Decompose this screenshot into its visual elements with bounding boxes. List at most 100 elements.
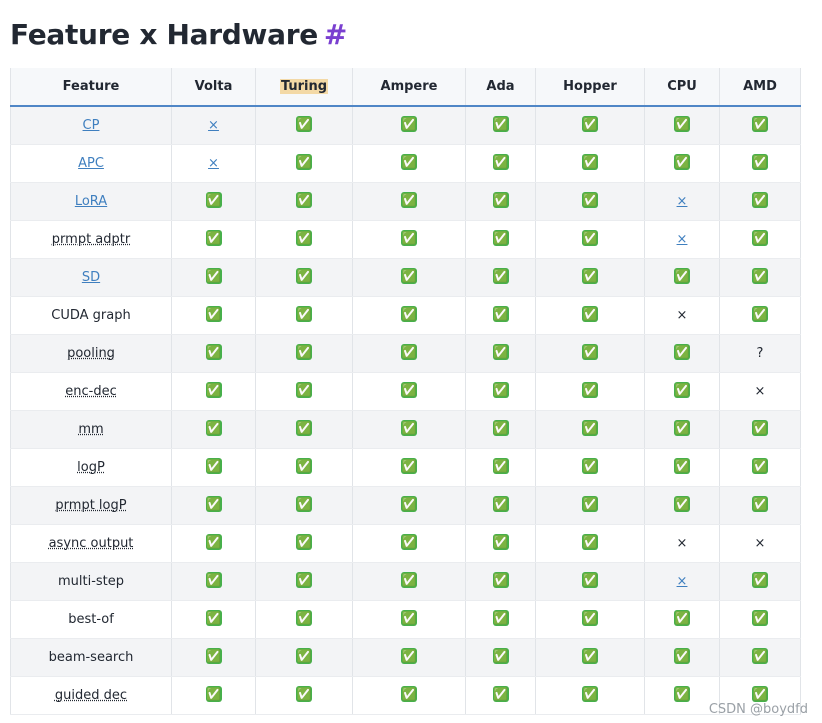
table-cell: ✅: [644, 106, 720, 145]
check-icon: ✅: [492, 609, 509, 626]
table-cell: ✅: [352, 144, 466, 183]
check-icon: ✅: [401, 343, 417, 360]
table-cell: ✅: [171, 334, 256, 373]
table-cell: ✅: [535, 448, 645, 487]
cell-text: prmpt logP: [55, 498, 127, 513]
check-icon: ✅: [492, 571, 509, 588]
check-icon: ✅: [582, 495, 598, 512]
table-cell: ✅: [465, 334, 536, 373]
cell-link[interactable]: LoRA: [74, 194, 108, 209]
header-text: AMD: [743, 79, 777, 94]
table-cell: ×: [171, 144, 256, 183]
cell-link[interactable]: CP: [82, 118, 100, 133]
check-icon: ✅: [582, 305, 598, 322]
table-cell: ✅: [535, 258, 645, 297]
table-cell: ✅: [171, 448, 256, 487]
table-cell: ✅: [352, 562, 466, 601]
check-icon: ✅: [492, 533, 509, 550]
cell-link[interactable]: ×: [676, 574, 688, 589]
check-icon: ✅: [752, 191, 768, 208]
table-cell: ✅: [255, 524, 353, 563]
cell-link[interactable]: SD: [81, 270, 101, 285]
table-row: enc-dec ✅ ✅ ✅ ✅ ✅ ✅ ×: [10, 372, 801, 411]
table-cell: APC: [10, 144, 172, 183]
check-icon: ✅: [752, 229, 768, 246]
table-cell: CP: [10, 106, 172, 145]
column-header: Volta: [171, 68, 256, 107]
table-cell: ✅: [719, 258, 801, 297]
table-cell: ✅: [352, 106, 466, 145]
cell-link[interactable]: ×: [676, 232, 688, 247]
table-cell: ✅: [535, 562, 645, 601]
table-cell: ?: [719, 334, 801, 373]
table-cell: ✅: [644, 410, 720, 449]
column-header: CPU: [644, 68, 720, 107]
table-cell: ✅: [719, 144, 801, 183]
title-text: Feature x Hardware: [10, 18, 318, 51]
check-icon: ✅: [752, 419, 768, 436]
table-cell: ✅: [465, 562, 536, 601]
cell-link[interactable]: ×: [208, 156, 219, 171]
table-cell: ✅: [255, 296, 353, 335]
check-icon: ✅: [752, 609, 768, 626]
table-cell: ✅: [255, 562, 353, 601]
check-icon: ✅: [401, 419, 417, 436]
table-cell: ✅: [171, 486, 256, 525]
table-cell: ✅: [255, 600, 353, 639]
column-header: Turing: [255, 68, 353, 107]
cell-text: ×: [754, 384, 766, 399]
table-cell: ✅: [171, 220, 256, 259]
check-icon: ✅: [296, 533, 312, 550]
check-icon: ✅: [752, 495, 768, 512]
table-cell: enc-dec: [10, 372, 172, 411]
check-icon: ✅: [205, 381, 222, 398]
table-row: APC × ✅ ✅ ✅ ✅ ✅ ✅: [10, 144, 801, 183]
table-row: CUDA graph ✅ ✅ ✅ ✅ ✅ × ✅: [10, 296, 801, 335]
table-cell: ✅: [644, 600, 720, 639]
table-cell: ✅: [352, 220, 466, 259]
check-icon: ✅: [296, 457, 312, 474]
check-icon: ✅: [752, 647, 768, 664]
table-cell: ✅: [465, 372, 536, 411]
table-cell: CUDA graph: [10, 296, 172, 335]
table-cell: ✅: [535, 410, 645, 449]
column-header: Ampere: [352, 68, 466, 107]
check-icon: ✅: [492, 343, 509, 360]
cell-link[interactable]: APC: [78, 156, 104, 171]
table-cell: ✅: [719, 182, 801, 221]
table-cell: ✅: [171, 676, 256, 715]
check-icon: ✅: [296, 153, 312, 170]
table-cell: ✅: [465, 486, 536, 525]
table-cell: ✅: [255, 638, 353, 677]
table-cell: mm: [10, 410, 172, 449]
table-cell: ×: [719, 372, 801, 411]
cell-link[interactable]: ×: [676, 194, 688, 209]
table-cell: ✅: [465, 638, 536, 677]
table-cell: ✅: [352, 676, 466, 715]
cell-link[interactable]: ×: [208, 118, 219, 133]
table-cell: ✅: [255, 486, 353, 525]
table-cell: ✅: [255, 372, 353, 411]
table-cell: ✅: [255, 334, 353, 373]
check-icon: ✅: [492, 305, 509, 322]
table-cell: ✅: [644, 258, 720, 297]
anchor-link[interactable]: #: [323, 18, 348, 51]
table-cell: ✅: [171, 562, 256, 601]
table-cell: SD: [10, 258, 172, 297]
table-cell: ✅: [644, 638, 720, 677]
table-cell: ✅: [535, 676, 645, 715]
table-cell: ✅: [719, 600, 801, 639]
table-cell: ×: [644, 220, 720, 259]
table-cell: ✅: [719, 410, 801, 449]
check-icon: ✅: [296, 267, 312, 284]
table-cell: ✅: [644, 448, 720, 487]
table-cell: ✅: [352, 372, 466, 411]
table-row: mm ✅ ✅ ✅ ✅ ✅ ✅ ✅: [10, 410, 801, 449]
cell-text: beam-search: [48, 650, 134, 665]
table-cell: ✅: [719, 638, 801, 677]
table-cell: ✅: [171, 372, 256, 411]
check-icon: ✅: [492, 267, 509, 284]
table-cell: ✅: [255, 676, 353, 715]
table-row: prmpt adptr ✅ ✅ ✅ ✅ ✅ × ✅: [10, 220, 801, 259]
check-icon: ✅: [582, 609, 598, 626]
